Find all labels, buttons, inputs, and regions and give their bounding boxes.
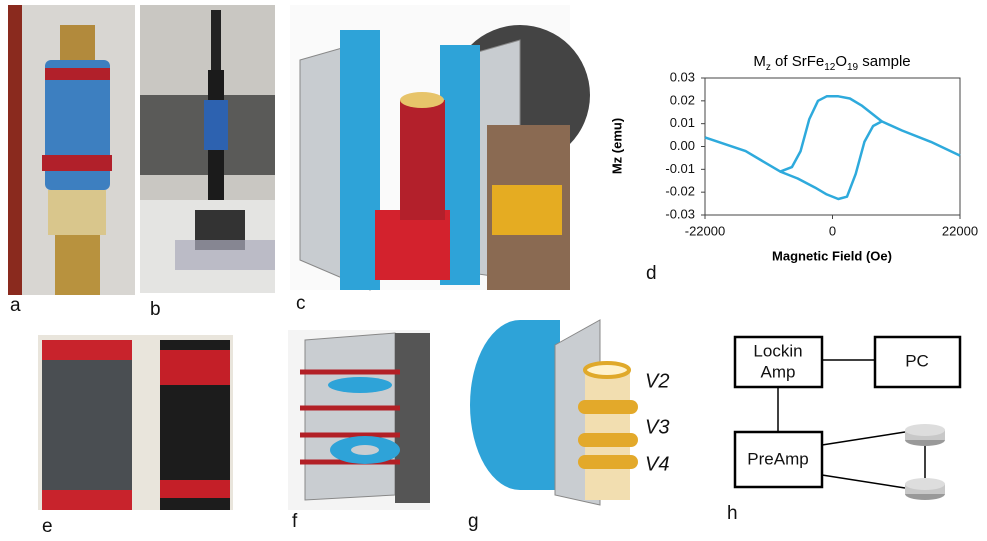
y-tick-label: 0.03 xyxy=(670,69,695,84)
x-tick-label: 0 xyxy=(829,223,836,238)
y-tick-label: -0.01 xyxy=(665,161,695,176)
panel-label: e xyxy=(42,516,53,536)
panel-label: f xyxy=(292,511,298,532)
box-text: PreAmp xyxy=(747,449,808,468)
y-tick-label: 0.00 xyxy=(670,138,695,153)
x-axis-label: Magnetic Field (Oe) xyxy=(772,248,892,263)
y-tick-label: -0.02 xyxy=(665,184,695,199)
chart: Mz of SrFe12O19 sample Magnetic Field (O… xyxy=(609,53,978,263)
photo-a xyxy=(8,5,135,295)
data-line xyxy=(705,96,960,171)
box-text: Lockin xyxy=(753,341,802,360)
box-text: Amp xyxy=(761,362,796,381)
x-tick-label: 22000 xyxy=(942,223,978,238)
y-tick-label: 0.01 xyxy=(670,115,695,130)
y-tick-label: 0.02 xyxy=(670,92,695,107)
y-tick-label: -0.03 xyxy=(665,206,695,221)
x-tick-label: -22000 xyxy=(685,223,725,238)
coil-label: V2 xyxy=(645,370,669,392)
title-part: of SrFe xyxy=(771,53,824,70)
title-part: 12 xyxy=(824,62,836,73)
title-part: O xyxy=(835,53,847,70)
panel-label: a xyxy=(10,295,21,316)
panel-label: d xyxy=(646,263,657,284)
coil-label: V4 xyxy=(645,453,669,475)
plot-frame xyxy=(705,78,960,215)
render-c xyxy=(290,5,590,290)
panel-label: g xyxy=(468,511,479,532)
box-text: PC xyxy=(905,351,929,370)
panel-label: h xyxy=(727,503,738,524)
figure: V2 V3 V4 Lockin Amp PC PreAmp a b c d e … xyxy=(0,0,987,536)
title-part: M xyxy=(753,53,766,70)
render-g: V2 V3 V4 xyxy=(470,320,669,505)
coil-label: V3 xyxy=(645,416,669,438)
block-diagram: Lockin Amp PC PreAmp xyxy=(735,337,960,500)
title-part: 19 xyxy=(847,62,859,73)
panel-label: b xyxy=(150,299,161,320)
title-part: sample xyxy=(858,53,911,70)
panel-label: c xyxy=(296,293,306,314)
chart-title: Mz of SrFe12O19 sample xyxy=(753,53,910,73)
photo-b xyxy=(140,5,275,293)
render-f xyxy=(288,330,430,510)
photo-e xyxy=(38,335,233,510)
y-axis-label: Mz (emu) xyxy=(609,118,624,174)
